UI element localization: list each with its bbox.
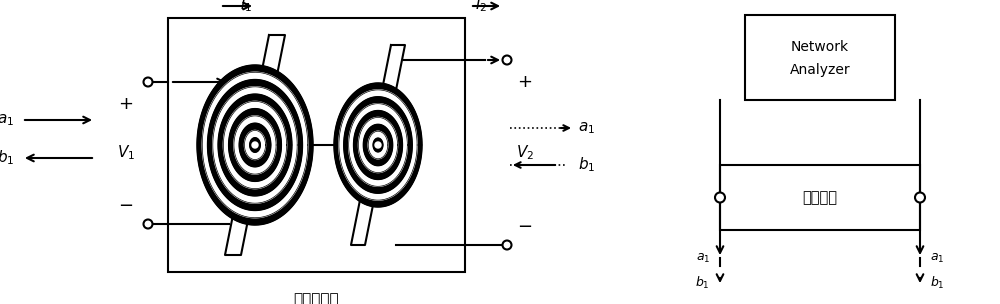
Polygon shape	[229, 109, 281, 181]
Polygon shape	[334, 83, 422, 207]
Circle shape	[715, 192, 725, 202]
Polygon shape	[351, 45, 405, 245]
Bar	[745, 15, 895, 100]
Polygon shape	[218, 94, 292, 196]
Polygon shape	[202, 72, 308, 218]
Polygon shape	[349, 104, 407, 186]
Text: $b_1$: $b_1$	[0, 149, 14, 167]
Text: Analyzer: Analyzer	[790, 63, 850, 77]
Text: 二端口网络: 二端口网络	[294, 292, 339, 304]
Text: $b_1$: $b_1$	[930, 275, 945, 291]
Bar	[168, 18, 465, 272]
Text: $a_1$: $a_1$	[696, 251, 710, 264]
Text: −: −	[118, 197, 134, 215]
Polygon shape	[373, 138, 383, 152]
Polygon shape	[368, 131, 388, 159]
Polygon shape	[225, 35, 285, 255]
Text: $b_1$: $b_1$	[578, 156, 595, 174]
Text: $I_2$: $I_2$	[475, 0, 487, 14]
Polygon shape	[344, 97, 412, 193]
Circle shape	[915, 192, 925, 202]
Text: $I_1$: $I_1$	[240, 0, 252, 14]
Bar	[720, 165, 920, 230]
Circle shape	[144, 219, 152, 229]
Text: $V_2$: $V_2$	[516, 143, 534, 162]
Polygon shape	[252, 142, 258, 148]
Text: −: −	[517, 218, 533, 236]
Polygon shape	[208, 80, 302, 210]
Polygon shape	[197, 65, 313, 225]
Polygon shape	[363, 124, 393, 166]
Polygon shape	[354, 111, 402, 179]
Circle shape	[144, 78, 152, 87]
Text: $b_1$: $b_1$	[695, 275, 710, 291]
Polygon shape	[239, 123, 271, 167]
Text: +: +	[119, 95, 134, 113]
Polygon shape	[358, 117, 398, 173]
Polygon shape	[339, 90, 417, 200]
Text: Network: Network	[791, 40, 849, 54]
Text: $a_1$: $a_1$	[578, 120, 595, 136]
Polygon shape	[375, 142, 381, 148]
Circle shape	[503, 240, 512, 250]
Circle shape	[503, 56, 512, 64]
Polygon shape	[234, 116, 276, 174]
Polygon shape	[213, 87, 297, 203]
Text: $a_1$: $a_1$	[0, 112, 14, 128]
Polygon shape	[244, 130, 266, 160]
Polygon shape	[250, 138, 260, 152]
Text: $a_1$: $a_1$	[930, 251, 944, 264]
Text: $V_1$: $V_1$	[117, 144, 135, 162]
Polygon shape	[223, 101, 287, 189]
Text: 测试设备: 测试设备	[802, 190, 838, 205]
Text: +: +	[518, 73, 532, 91]
